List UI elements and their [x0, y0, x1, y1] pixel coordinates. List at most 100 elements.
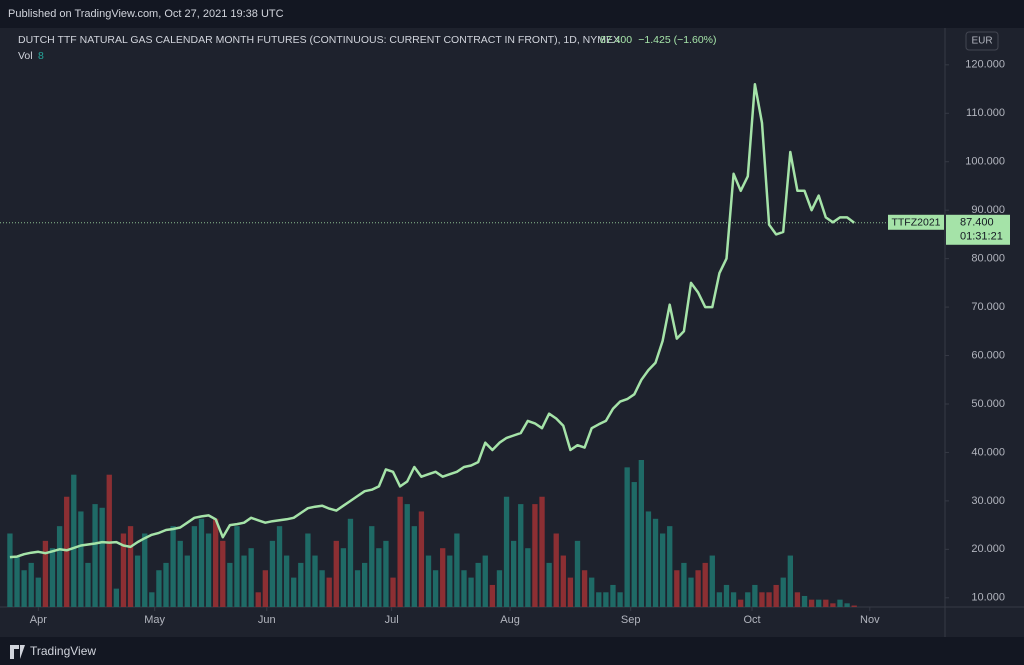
volume-bar	[425, 555, 432, 607]
volume-bar	[475, 562, 481, 607]
y-tick-label: 40.000	[971, 446, 1005, 458]
top-bar	[0, 0, 1024, 28]
volume-bar	[7, 533, 13, 607]
y-tick-label: 100.000	[965, 156, 1005, 168]
volume-bar	[546, 562, 552, 607]
bottom-bar	[0, 637, 1024, 665]
volume-bar	[276, 526, 283, 607]
x-tick-label: Jun	[258, 614, 276, 626]
volume-bar	[354, 570, 361, 607]
volume-bar	[198, 518, 205, 607]
volume-bar	[14, 555, 20, 607]
volume-bar	[205, 533, 212, 607]
volume-bar	[773, 584, 779, 607]
y-tick-label: 110.000	[966, 107, 1005, 119]
volume-bar	[319, 570, 325, 607]
volume-legend-value: 8	[38, 50, 44, 62]
x-tick-label: Aug	[500, 614, 520, 626]
x-tick-label: May	[144, 614, 165, 626]
volume-bar	[347, 518, 354, 607]
volume-bar	[830, 603, 836, 607]
volume-bar	[816, 599, 822, 607]
volume-bar	[340, 548, 347, 607]
volume-bar	[64, 496, 70, 607]
volume-bar	[695, 570, 701, 607]
volume-bar	[801, 595, 808, 607]
volume-bar	[823, 599, 829, 607]
volume-bar	[787, 555, 793, 607]
volume-bar	[532, 504, 538, 607]
volume-bar	[780, 577, 786, 607]
volume-bar	[560, 555, 566, 607]
volume-bar	[589, 577, 595, 607]
volume-bar	[291, 577, 297, 607]
volume-bar	[220, 540, 226, 607]
volume-bar	[745, 592, 751, 607]
volume-bar	[397, 496, 403, 607]
volume-bar	[49, 548, 56, 607]
volume-bar	[312, 555, 318, 607]
logo-icon	[10, 645, 25, 659]
volume-legend-name: Vol	[18, 50, 33, 62]
volume-bar	[28, 562, 34, 607]
volume-bar	[496, 570, 503, 607]
volume-bar	[134, 555, 141, 607]
volume-bar	[808, 599, 815, 607]
volume-bar	[248, 548, 254, 607]
volume-bar	[142, 533, 148, 607]
volume-bar	[376, 548, 382, 607]
y-tick-label: 70.000	[971, 301, 1005, 313]
volume-bar	[489, 584, 496, 607]
y-tick-label: 20.000	[971, 543, 1005, 555]
volume-bar	[163, 562, 169, 607]
volume-bar	[177, 540, 183, 607]
volume-bar	[681, 562, 687, 607]
volume-bar	[596, 592, 602, 607]
volume-bar	[638, 460, 645, 607]
volume-bar	[518, 504, 524, 607]
volume-bar	[645, 511, 652, 607]
volume-bar	[241, 555, 247, 607]
volume-bar	[78, 511, 84, 607]
volume-bar	[539, 496, 545, 607]
volume-bar	[305, 533, 311, 607]
volume-bar	[42, 540, 49, 607]
volume-bar	[170, 526, 176, 607]
volume-bar	[454, 533, 460, 607]
volume-bar	[688, 577, 694, 607]
volume-bar	[262, 570, 268, 607]
price-box	[946, 214, 1010, 245]
countdown: 01:31:21	[960, 231, 1003, 243]
volume-bar	[482, 555, 488, 607]
price-line	[9, 82, 855, 559]
price-label: 87.400	[960, 217, 994, 229]
x-tick-label: Nov	[860, 614, 880, 626]
currency-button[interactable]	[965, 31, 999, 51]
volume-bar	[624, 467, 630, 607]
volume-bar	[709, 555, 715, 607]
volume-bar	[234, 526, 240, 607]
volume-bar	[510, 540, 517, 607]
volume-bar	[283, 555, 290, 607]
volume-bar	[730, 592, 737, 607]
volume-bar	[191, 526, 198, 607]
volume-bar	[574, 540, 581, 607]
x-tick-label: Sep	[621, 614, 641, 626]
volume-bar	[383, 540, 389, 607]
volume-bar	[99, 507, 105, 607]
volume-bar	[723, 584, 730, 607]
y-tick-label: 60.000	[971, 349, 1005, 361]
volume-bar	[85, 562, 91, 607]
currency[interactable]: EUR	[971, 36, 992, 47]
y-tick-label: 90.000	[971, 204, 1005, 216]
volume-bar	[227, 562, 233, 607]
published: Published on TradingView.com, Oct 27, 20…	[8, 8, 284, 20]
symbol: TTFZ2021	[891, 217, 940, 229]
x-tick-label: Jul	[385, 614, 399, 626]
volume-bar	[411, 526, 417, 607]
volume-bar	[553, 533, 559, 607]
volume-bar	[674, 570, 680, 607]
y-tick-label: 30.000	[971, 495, 1005, 507]
volume-bar	[702, 562, 708, 607]
